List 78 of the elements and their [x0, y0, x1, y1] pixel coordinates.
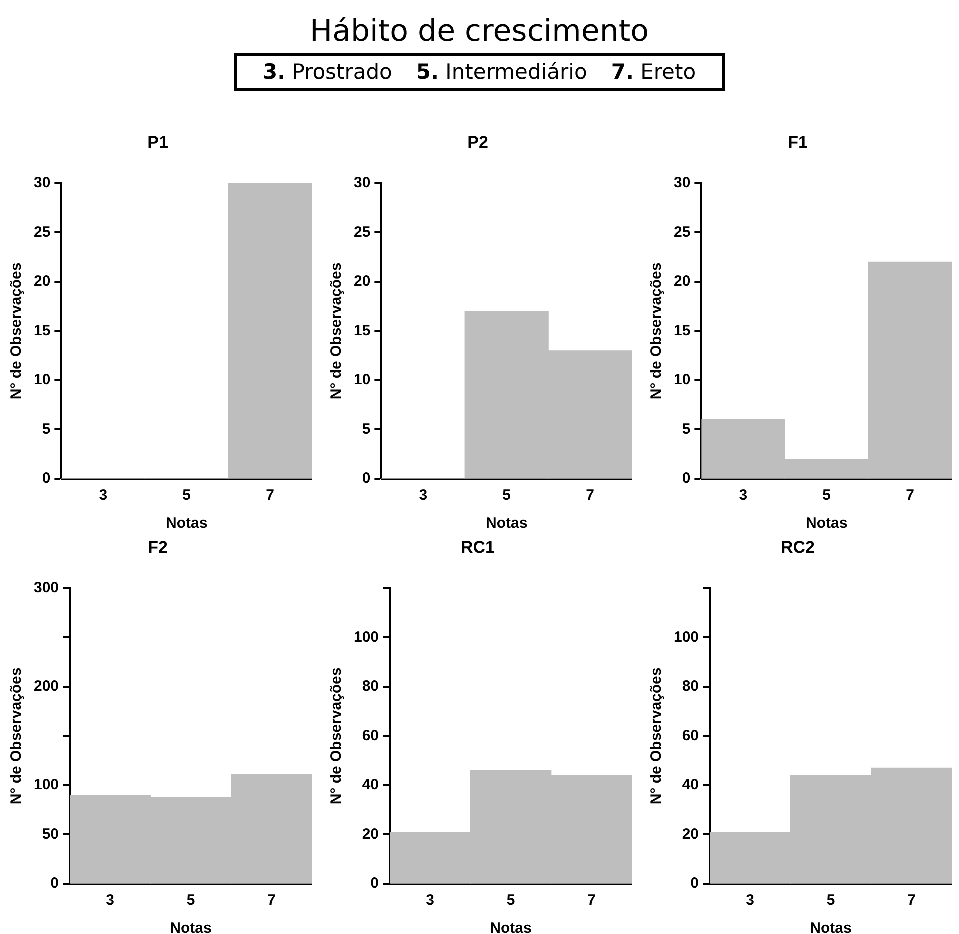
y-tick-label: 200	[34, 678, 60, 696]
x-axis-title: Notas	[486, 515, 528, 532]
x-tick-label: 3	[746, 892, 755, 910]
x-tick-label: 7	[586, 487, 594, 504]
x-tick-label: 5	[186, 892, 196, 910]
text: Hábito de crescimento	[309, 14, 650, 49]
y-tick-label: 50	[42, 826, 60, 843]
y-tick-label: 5	[682, 420, 691, 438]
x-tick-label: 5	[502, 487, 512, 504]
text: 5. Intermediário	[416, 60, 588, 84]
y-tick-label: 100	[354, 628, 380, 646]
chart-title: RC2	[780, 538, 816, 557]
y-tick-label: 20	[674, 273, 691, 290]
y-tick-label: 15	[674, 322, 691, 340]
chart-title: P2	[468, 132, 488, 152]
y-tick-label: 20	[682, 826, 700, 843]
x-axis-title: Notas	[170, 920, 212, 934]
y-axis-title: N° de Observações	[648, 668, 666, 805]
y-tick-label: 0	[682, 470, 691, 488]
x-tick-label: 5	[182, 487, 192, 504]
y-tick-label: 25	[674, 224, 691, 241]
x-axis-title: Notas	[806, 515, 848, 532]
y-tick-label: 80	[682, 678, 700, 696]
x-tick-label: 7	[908, 892, 916, 910]
y-tick-label: 20	[362, 826, 380, 843]
y-tick-label: 100	[34, 776, 60, 794]
x-tick-label: 7	[906, 487, 914, 504]
y-tick-label: 0	[362, 470, 371, 488]
x-tick-label: 3	[419, 487, 428, 504]
y-tick-label: 40	[362, 776, 380, 794]
y-tick-label: 10	[674, 372, 691, 389]
x-tick-label: 5	[506, 892, 516, 910]
x-axis-title: Notas	[490, 920, 532, 934]
y-tick-label: 15	[354, 322, 371, 340]
y-tick-label: 20	[354, 273, 371, 290]
x-tick-label: 7	[588, 892, 596, 910]
y-tick-label: 0	[42, 470, 51, 488]
y-tick-label: 100	[674, 628, 700, 646]
y-tick-label: 5	[42, 420, 51, 438]
y-axis-title: N° de Observações	[8, 668, 26, 805]
x-axis-title: Notas	[810, 920, 852, 934]
y-tick-label: 30	[34, 174, 51, 192]
y-axis-title: N° de Observações	[648, 262, 666, 400]
chart-title: P1	[148, 132, 168, 152]
x-tick-label: 3	[739, 487, 748, 504]
y-tick-label: 0	[50, 875, 60, 892]
x-tick-label: 3	[106, 892, 115, 910]
y-tick-label: 5	[362, 420, 371, 438]
y-tick-label: 30	[354, 174, 371, 192]
y-tick-label: 10	[354, 372, 371, 389]
y-tick-label: 0	[690, 875, 700, 892]
text: 7. Ereto	[611, 60, 696, 84]
x-tick-label: 5	[826, 892, 836, 910]
y-tick-label: 60	[682, 727, 700, 744]
x-tick-label: 5	[822, 487, 832, 504]
x-axis-title: Notas	[166, 515, 208, 532]
x-tick-label: 3	[426, 892, 435, 910]
y-tick-label: 25	[34, 224, 51, 241]
y-tick-label: 40	[682, 776, 700, 794]
x-tick-label: 7	[266, 487, 274, 504]
x-tick-label: 3	[99, 487, 108, 504]
y-tick-label: 15	[34, 322, 51, 340]
y-tick-label: 30	[674, 174, 691, 192]
y-tick-label: 80	[362, 678, 380, 696]
y-tick-label: 10	[34, 372, 51, 389]
chart-title: RC1	[460, 538, 496, 557]
x-tick-label: 7	[268, 892, 276, 910]
chart-title: F1	[788, 132, 808, 152]
y-tick-label: 25	[354, 224, 371, 241]
y-axis-title: N° de Observações	[328, 668, 346, 805]
text: 3. Prostrado	[262, 60, 392, 84]
y-axis-title: N° de Observações	[8, 262, 26, 400]
y-axis-title: N° de Observações	[328, 262, 346, 400]
chart-title: F2	[148, 538, 168, 557]
y-tick-label: 0	[370, 875, 380, 892]
y-tick-label: 60	[362, 727, 380, 744]
y-tick-label: 300	[34, 580, 60, 597]
y-tick-label: 20	[34, 273, 51, 290]
